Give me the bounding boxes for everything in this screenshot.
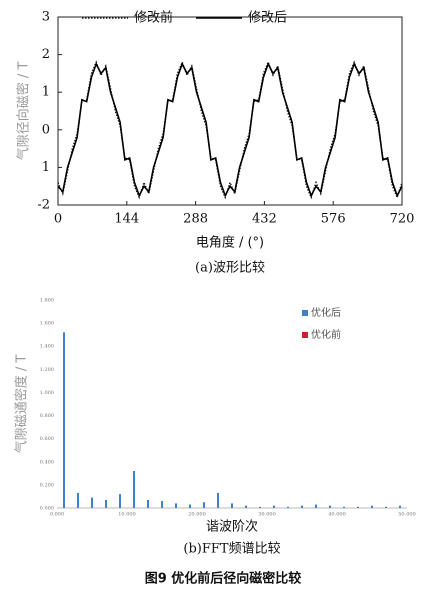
line-series [57, 60, 403, 200]
bar [259, 506, 261, 508]
x-tick-label: 144 [114, 212, 139, 227]
plot-frame [57, 16, 403, 206]
bar [119, 494, 121, 508]
legend-label: 优化后 [311, 306, 341, 319]
x-tick-label: 0 [54, 212, 62, 227]
legend-swatch [302, 332, 308, 338]
y-tick-label: 2 [42, 47, 50, 62]
y-tick-label: 0.400 [40, 459, 54, 465]
legend-swatch [302, 310, 308, 316]
y-tick-label: 1.600 [40, 321, 54, 327]
legend-label: 优化前 [311, 328, 341, 341]
x-tick-label: 30.000 [258, 512, 276, 518]
bar [161, 501, 163, 508]
y-tick-label: -2 [37, 198, 50, 213]
line-series [57, 61, 403, 198]
bar [189, 504, 191, 508]
bar [203, 502, 205, 508]
x-tick-label: 50.000 [398, 512, 416, 518]
bar [77, 492, 79, 508]
bar [357, 506, 359, 508]
y-tick-label: 0.200 [40, 482, 54, 488]
x-tick-label: 20.000 [188, 512, 206, 518]
y-tick-label: 0 [42, 122, 50, 137]
y-axis-label: 气隙磁通密度 / T [14, 355, 30, 454]
x-tick-label: 10.000 [118, 512, 136, 518]
bar [371, 505, 373, 508]
bar [105, 499, 107, 508]
bar [91, 497, 93, 508]
legend-label: 修改后 [248, 11, 287, 26]
bar [287, 506, 289, 508]
y-tick-label: 1.000 [40, 390, 54, 396]
bar [273, 505, 275, 508]
bar [301, 505, 303, 508]
x-axis-label: 谐波阶次 [206, 519, 258, 535]
bar [147, 499, 149, 508]
x-tick-label: 576 [321, 212, 346, 227]
bar [385, 506, 387, 508]
x-tick-label: 432 [252, 212, 277, 227]
y-tick-label: 0.000 [40, 506, 54, 512]
bar [133, 471, 135, 508]
y-tick-label: 0.800 [40, 413, 54, 419]
bar [217, 492, 219, 508]
legend-label: 修改前 [134, 10, 173, 26]
bar [245, 505, 247, 508]
bar [63, 332, 65, 508]
y-tick-label: 3 [42, 10, 50, 25]
x-axis-label: 电角度 / (°) [196, 235, 264, 251]
y-axis-label: 气隙径向磁密 / T [16, 62, 32, 161]
x-tick-label: 288 [183, 212, 208, 227]
y-tick-label: 1.200 [40, 367, 54, 373]
bar [315, 504, 317, 508]
bar [329, 505, 331, 508]
x-tick-label: 40.000 [328, 512, 346, 518]
y-tick-label: 1 [42, 85, 50, 100]
x-tick-label: 0.000 [50, 512, 64, 518]
y-tick-label: 1 [42, 160, 50, 175]
caption: (a)波形比较 [195, 261, 265, 276]
bar [399, 505, 401, 508]
y-tick-label: 1.800 [40, 298, 54, 304]
bar [231, 503, 233, 508]
figure-caption: 图9 优化前后径向磁密比较 [145, 571, 302, 587]
y-tick-label: 1.400 [40, 344, 54, 350]
x-tick-label: 720 [390, 212, 415, 227]
bar [175, 503, 177, 508]
caption: (b)FFT频谱比较 [183, 542, 280, 557]
bar [343, 506, 345, 508]
y-tick-label: 0.600 [40, 436, 54, 442]
